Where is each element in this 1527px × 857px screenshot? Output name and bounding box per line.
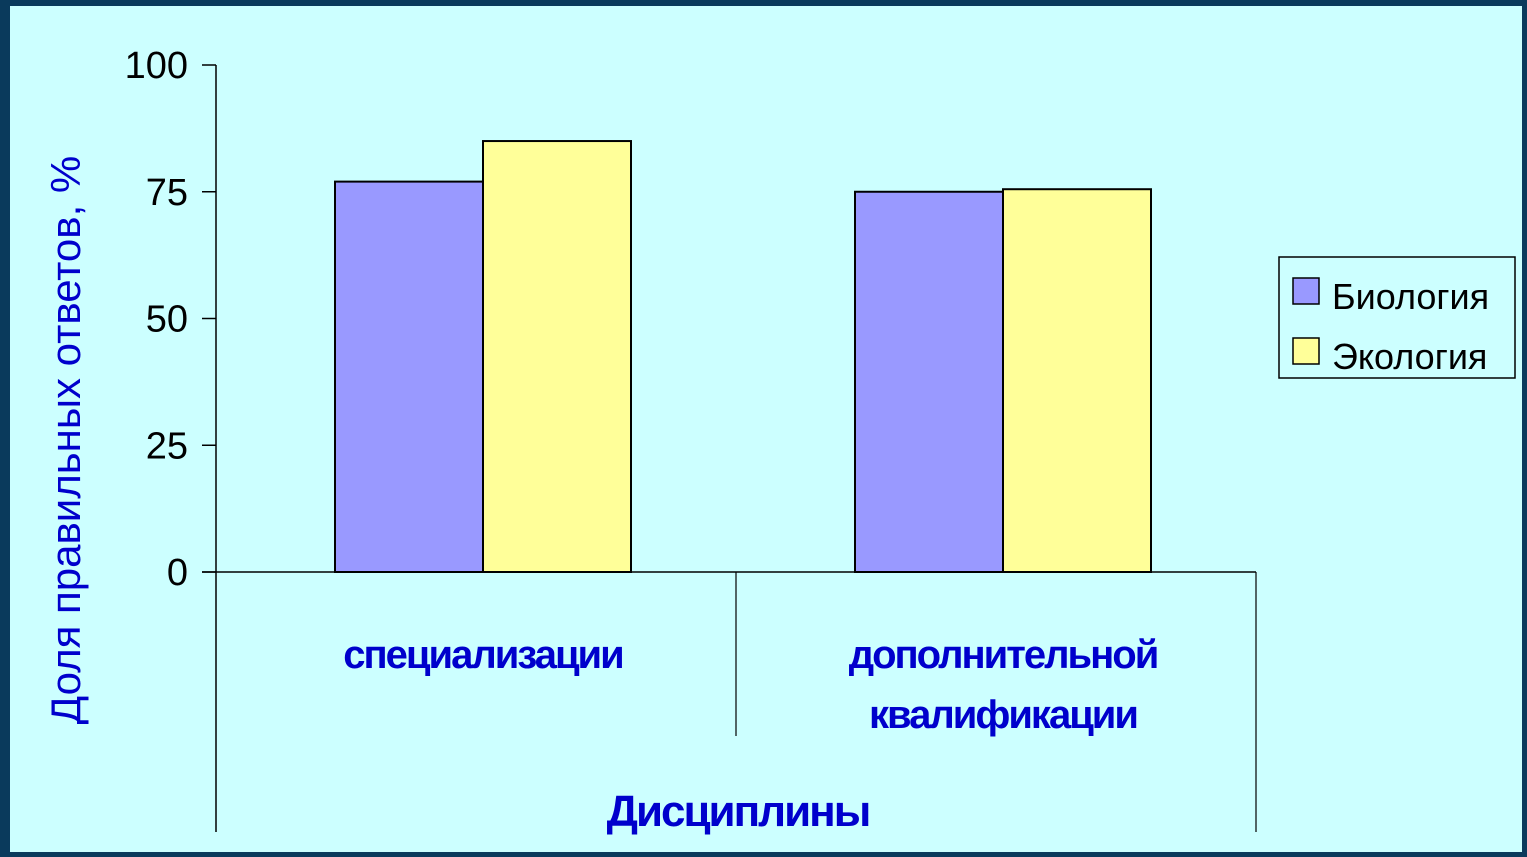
bar (1002, 188, 1152, 573)
x-axis-title: Дисциплины (607, 787, 870, 836)
legend-swatch (1292, 337, 1320, 365)
legend-label: Экология (1332, 336, 1487, 377)
y-tick-label: 25 (146, 425, 188, 467)
bar (482, 140, 632, 574)
y-axis-title: Доля правильных ответов, % (42, 156, 89, 725)
bars-layer (334, 140, 1152, 574)
category-label: дополнительной квалификации (849, 633, 1158, 737)
y-tick-label: 50 (146, 299, 188, 341)
legend-label: Биология (1332, 276, 1489, 317)
legend: Биология Экология (1278, 256, 1516, 379)
bar (334, 180, 484, 574)
y-tick-label: 100 (125, 45, 188, 87)
y-tick-label: 0 (167, 552, 188, 594)
chart-panel (10, 6, 1522, 852)
legend-swatch (1292, 277, 1320, 305)
bar (854, 190, 1004, 573)
y-tick-label: 75 (146, 172, 188, 214)
axes-layer: 0 25 50 75 100 специализации дополнительной ква… (125, 45, 1257, 832)
category-label: специализации (343, 633, 622, 677)
